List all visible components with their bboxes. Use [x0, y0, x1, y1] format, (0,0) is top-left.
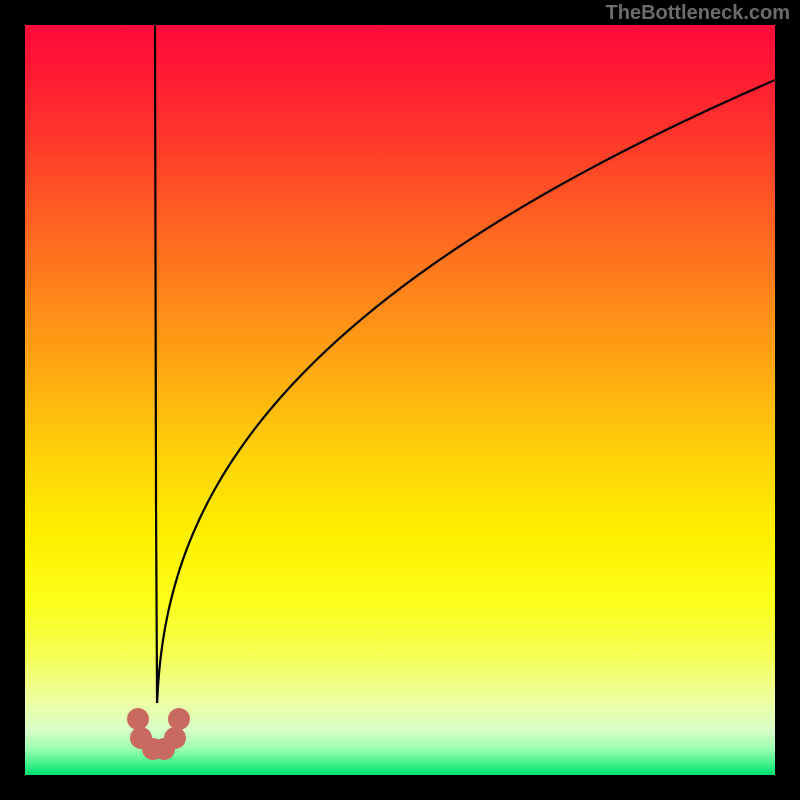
chart-container: TheBottleneck.com — [0, 0, 800, 800]
curve-marker — [164, 727, 186, 749]
plot-area — [25, 25, 775, 775]
watermark-text: TheBottleneck.com — [606, 2, 790, 25]
bottleneck-curve — [155, 25, 775, 703]
curve-layer — [25, 25, 775, 775]
curve-marker — [168, 708, 190, 730]
